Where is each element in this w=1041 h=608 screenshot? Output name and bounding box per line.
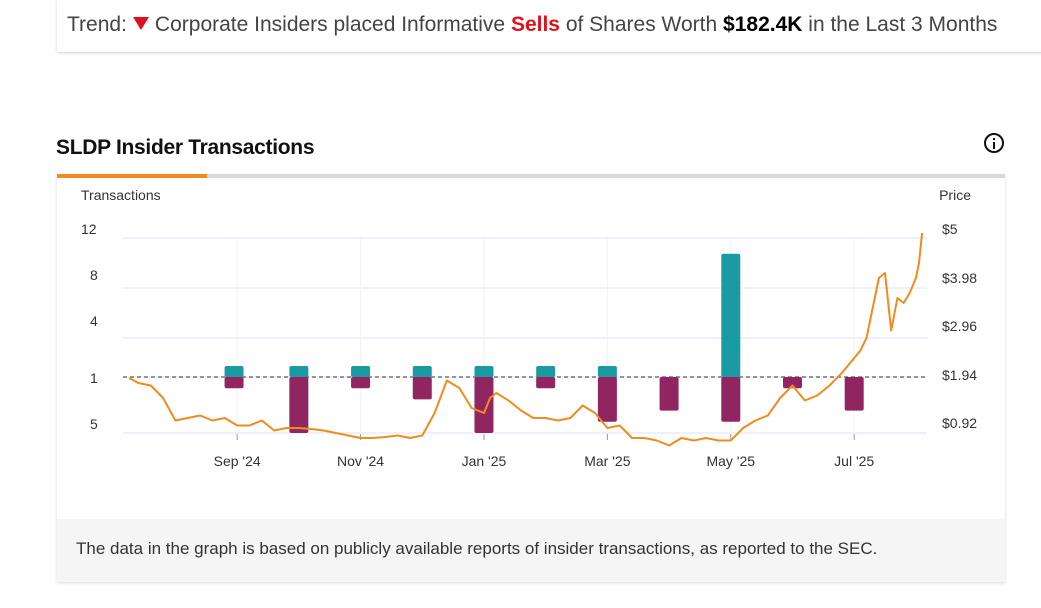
sell-bar-8 xyxy=(721,377,741,422)
x-label-0: Sep '24 xyxy=(214,453,261,469)
section-title: SLDP Insider Transactions xyxy=(56,136,315,159)
left-tick-upper-2: 4 xyxy=(90,313,98,329)
buy-bar-1 xyxy=(289,366,309,377)
sell-bar-0 xyxy=(224,377,244,389)
left-axis-label: Transactions xyxy=(81,187,161,203)
right-tick-1: $3.98 xyxy=(942,270,977,286)
x-label-5: Jul '25 xyxy=(834,453,874,469)
transaction-bars xyxy=(224,253,864,433)
info-icon[interactable] xyxy=(984,133,1004,153)
chart-card: Transactions Price 12 8 4 1 5 $5 $3.98 $… xyxy=(57,174,1005,582)
x-label-3: Mar '25 xyxy=(584,453,630,469)
buy-bar-4 xyxy=(474,366,494,377)
sell-bar-10 xyxy=(844,377,864,411)
buy-bar-0 xyxy=(224,366,244,377)
right-tick-3: $1.94 xyxy=(942,367,977,383)
price-line xyxy=(128,232,924,447)
left-tick-lower-0: 5 xyxy=(90,416,98,432)
sell-bar-3 xyxy=(412,377,432,400)
left-tick-center: 1 xyxy=(90,370,98,386)
sell-bar-5 xyxy=(536,377,556,389)
x-axis-labels: Sep '24 Nov '24 Jan '25 Mar '25 May '25 … xyxy=(214,453,875,469)
left-tick-upper-0: 12 xyxy=(81,221,97,237)
footer-note: The data in the graph is based on public… xyxy=(76,539,878,558)
right-tick-0: $5 xyxy=(942,221,958,237)
right-axis-label: Price xyxy=(939,187,971,203)
trend-down-arrow-icon xyxy=(132,17,149,30)
x-label-4: May '25 xyxy=(706,453,755,469)
buy-bar-3 xyxy=(412,366,432,377)
left-tick-upper-1: 8 xyxy=(90,267,98,283)
insider-transactions-chart: Transactions Price 12 8 4 1 5 $5 $3.98 $… xyxy=(81,187,977,469)
tab-bar xyxy=(57,174,1005,178)
trend-prefix: Trend: xyxy=(67,13,127,36)
sell-bar-7 xyxy=(659,377,679,411)
buy-bar-5 xyxy=(536,366,556,377)
sell-bar-9 xyxy=(782,377,802,389)
buy-bar-6 xyxy=(597,366,617,377)
trend-highlight-sells: Sells xyxy=(510,13,560,36)
trend-text-after: in the Last 3 Months xyxy=(808,13,998,36)
right-tick-2: $2.96 xyxy=(942,318,977,334)
tab-active-indicator[interactable] xyxy=(57,174,207,178)
trend-text: Trend: Corporate Insiders placed Informat… xyxy=(67,13,997,37)
trend-amount: $182.4K xyxy=(723,13,803,36)
grid-lines xyxy=(123,236,927,440)
chart-footer: The data in the graph is based on public… xyxy=(57,519,1005,582)
buy-bar-7 xyxy=(721,253,741,377)
trend-text-middle: of Shares Worth xyxy=(565,13,718,36)
x-label-1: Nov '24 xyxy=(337,453,384,469)
trend-text-before: Corporate Insiders placed Informative xyxy=(154,13,506,36)
right-tick-4: $0.92 xyxy=(942,415,977,431)
x-label-2: Jan '25 xyxy=(462,453,507,469)
buy-bar-2 xyxy=(351,366,371,377)
sell-bar-4 xyxy=(474,377,494,433)
sell-bar-1 xyxy=(289,377,309,433)
trend-banner: Trend: Corporate Insiders placed Informat… xyxy=(57,0,1041,52)
x-tick-marks xyxy=(236,434,855,440)
sell-bar-2 xyxy=(351,377,371,389)
sell-bar-6 xyxy=(597,377,617,422)
